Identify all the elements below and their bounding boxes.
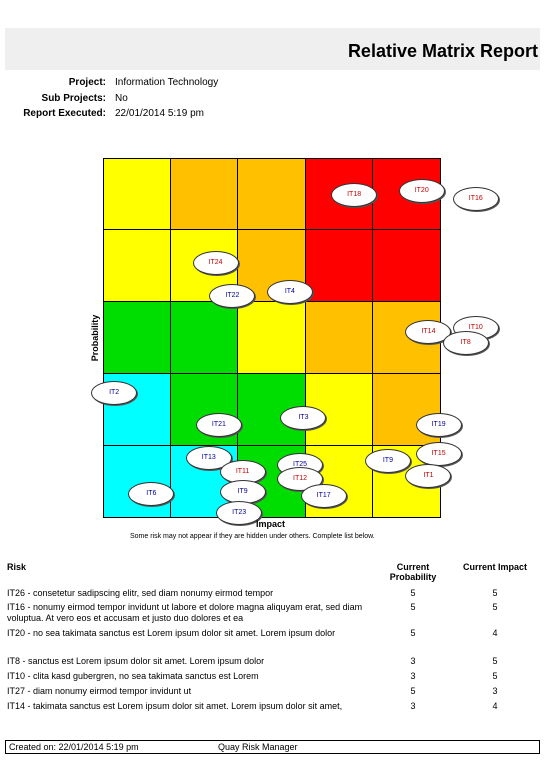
risk-bubble[interactable]: IT6 xyxy=(128,481,175,506)
risk-bubble[interactable]: IT11 xyxy=(219,460,266,485)
matrix-cell xyxy=(103,302,171,374)
risk-bubble[interactable]: IT23 xyxy=(216,501,263,526)
footer-created: Created on: 22/01/2014 5:19 pm xyxy=(9,742,139,752)
risk-description: IT26 - consetetur sadipscing elitr, sed … xyxy=(7,588,274,598)
matrix-cell xyxy=(170,302,239,374)
matrix-note: Some risk may not appear if they are hid… xyxy=(130,533,375,540)
matrix-cell xyxy=(373,230,441,302)
meta-value: 22/01/2014 5:19 pm xyxy=(115,108,204,119)
risk-description: IT16 - nonumy eirmod tempor invidunt ut … xyxy=(7,602,363,623)
meta-value: No xyxy=(115,93,128,104)
risk-probability: 5 xyxy=(410,602,416,612)
risk-bubble[interactable]: IT2 xyxy=(91,381,138,405)
risk-bubble[interactable]: IT17 xyxy=(300,483,347,508)
matrix-cell xyxy=(103,230,171,302)
risk-description: IT20 - no sea takimata sanctus est Lorem… xyxy=(7,628,336,638)
matrix-cell xyxy=(305,230,374,302)
risk-bubble[interactable]: IT15 xyxy=(415,442,462,467)
risk-probability: 5 xyxy=(410,628,416,638)
col-header-probability: Current Probability xyxy=(389,562,437,582)
matrix-cell xyxy=(305,302,374,374)
risk-bubble[interactable]: IT3 xyxy=(280,406,327,431)
risk-bubble[interactable]: IT9 xyxy=(364,449,411,474)
meta-key: Sub Projects: xyxy=(41,93,106,104)
matrix-cell xyxy=(103,158,171,230)
risk-bubble[interactable]: IT24 xyxy=(192,251,239,276)
report-footer: Created on: 22/01/2014 5:19 pm Quay Risk… xyxy=(5,740,540,754)
risk-probability: 5 xyxy=(410,588,416,598)
risk-bubble[interactable]: IT4 xyxy=(266,280,313,305)
matrix-cell xyxy=(238,302,306,374)
risk-impact: 4 xyxy=(492,628,498,638)
report-title: Relative Matrix Report xyxy=(347,41,538,61)
y-axis-label: Probability xyxy=(90,314,100,362)
risk-impact: 4 xyxy=(492,701,498,711)
risk-description: IT14 - takimata sanctus est Lorem ipsum … xyxy=(7,701,343,711)
risk-bubble[interactable]: IT16 xyxy=(452,186,499,211)
matrix-cell xyxy=(170,158,239,230)
risk-probability: 3 xyxy=(410,701,416,711)
matrix-cell xyxy=(238,158,306,230)
risk-bubble[interactable]: IT1 xyxy=(405,463,452,488)
risk-description: IT27 - diam nonumy eirmod tempor invidun… xyxy=(7,686,192,696)
risk-impact: 5 xyxy=(492,602,498,612)
risk-probability: 3 xyxy=(410,671,416,681)
risk-impact: 5 xyxy=(492,588,498,598)
meta-value: Information Technology xyxy=(115,77,219,88)
risk-bubble[interactable]: IT19 xyxy=(415,413,462,438)
risk-description: IT10 - clita kasd gubergren, no sea taki… xyxy=(7,671,259,681)
meta-key: Project: xyxy=(68,77,106,88)
risk-bubble[interactable]: IT18 xyxy=(331,183,378,207)
col-header-risk: Risk xyxy=(7,562,27,572)
risk-bubble[interactable]: IT22 xyxy=(209,283,256,308)
risk-bubble[interactable]: IT21 xyxy=(195,413,242,438)
risk-impact: 5 xyxy=(492,656,498,666)
col-header-impact: Current Impact xyxy=(462,562,527,572)
meta-key: Report Executed: xyxy=(23,108,106,119)
risk-bubble[interactable]: IT20 xyxy=(398,179,445,204)
risk-bubble[interactable]: IT8 xyxy=(442,330,489,355)
x-axis-label: Impact xyxy=(256,519,286,529)
footer-app: Quay Risk Manager xyxy=(218,742,298,752)
risk-description: IT8 - sanctus est Lorem ipsum dolor sit … xyxy=(7,656,265,666)
risk-probability: 5 xyxy=(410,686,416,696)
report-header: Relative Matrix Report xyxy=(5,28,540,70)
risk-impact: 3 xyxy=(492,686,498,696)
matrix-cell xyxy=(103,446,171,518)
risk-probability: 3 xyxy=(410,656,416,666)
risk-impact: 5 xyxy=(492,671,498,681)
